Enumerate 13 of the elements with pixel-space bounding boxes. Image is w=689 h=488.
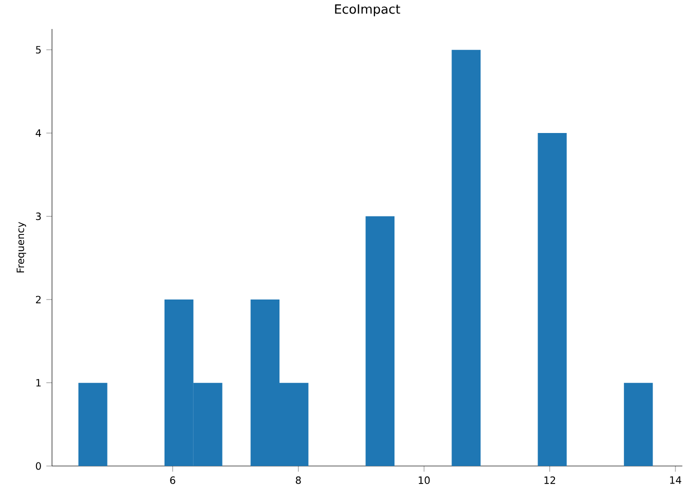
y-tick-label: 1 [36, 378, 41, 386]
y-axis-title: Frequency [16, 222, 26, 272]
y-tick-label: 2 [36, 296, 41, 304]
chart-title: EcoImpact [335, 4, 400, 16]
x-tick-label: 14 [670, 476, 682, 484]
y-tick-label: 4 [36, 129, 42, 136]
x-tick-label: 12 [544, 476, 556, 484]
y-tick-label: 5 [36, 46, 41, 54]
y-tick-label: 3 [36, 212, 41, 220]
x-tick-label: 10 [418, 476, 430, 484]
y-tick-label: 0 [36, 462, 41, 470]
x-tick-label: 8 [296, 476, 301, 484]
x-tick-label: 6 [170, 476, 176, 484]
